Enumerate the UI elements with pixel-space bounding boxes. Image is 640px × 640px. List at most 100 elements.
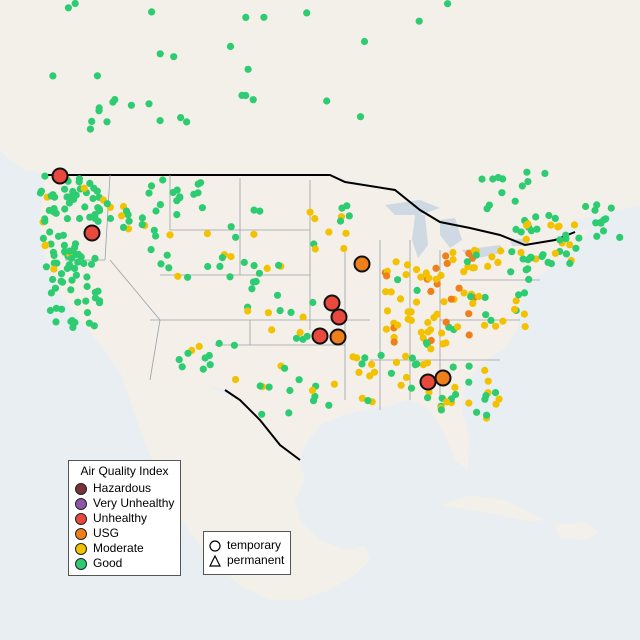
monitor-marker bbox=[175, 356, 183, 364]
monitor-marker bbox=[69, 323, 77, 331]
monitor-marker bbox=[394, 276, 402, 284]
monitor-marker bbox=[265, 383, 273, 391]
monitor-marker bbox=[95, 299, 104, 307]
monitor-marker bbox=[118, 212, 126, 220]
monitor-marker bbox=[338, 204, 346, 212]
monitor-marker bbox=[404, 308, 412, 316]
monitor-marker bbox=[508, 248, 516, 256]
monitor-marker bbox=[521, 323, 529, 331]
temporary-monitor-marker bbox=[419, 373, 437, 391]
legend-label-usg: USG bbox=[93, 526, 120, 540]
cuba-landmass bbox=[440, 495, 545, 522]
legend-swatch-unhealthy bbox=[75, 512, 87, 525]
monitor-marker bbox=[402, 373, 411, 381]
monitor-marker bbox=[417, 273, 425, 281]
monitor-marker bbox=[532, 213, 540, 221]
monitor-marker bbox=[607, 204, 615, 212]
monitor-marker bbox=[206, 361, 214, 369]
monitor-marker bbox=[484, 262, 492, 270]
monitor-marker bbox=[156, 50, 164, 58]
monitor-marker bbox=[556, 236, 564, 244]
monitor-marker bbox=[287, 308, 295, 316]
monitor-marker bbox=[422, 269, 430, 277]
monitor-marker bbox=[255, 269, 263, 277]
monitor-marker bbox=[570, 221, 579, 229]
monitor-marker bbox=[286, 386, 294, 395]
monitor-marker bbox=[106, 214, 115, 223]
monitor-marker bbox=[562, 250, 571, 258]
monitor-marker bbox=[157, 260, 165, 268]
legend-swatch-usg bbox=[75, 527, 87, 540]
monitor-marker bbox=[152, 207, 160, 215]
monitor-marker bbox=[473, 408, 481, 416]
monitor-marker bbox=[195, 342, 203, 350]
monitor-marker bbox=[512, 225, 520, 233]
monitor-marker bbox=[616, 233, 624, 241]
monitor-marker bbox=[82, 297, 90, 305]
monitor-marker bbox=[390, 338, 398, 346]
monitor-marker bbox=[263, 264, 271, 272]
state-lines bbox=[65, 174, 540, 410]
monitor-marker bbox=[482, 311, 490, 319]
monitor-marker bbox=[336, 217, 345, 225]
monitor-marker bbox=[494, 173, 502, 182]
monitor-marker bbox=[244, 307, 252, 315]
monitor-marker bbox=[387, 369, 395, 377]
monitor-marker bbox=[356, 113, 365, 121]
monitor-marker bbox=[525, 275, 533, 283]
monitor-marker bbox=[382, 288, 390, 296]
monitor-marker bbox=[402, 352, 410, 360]
monitor-marker bbox=[249, 278, 257, 286]
monitor-marker bbox=[311, 215, 319, 223]
legend-item-good: Good bbox=[75, 556, 174, 571]
monitor-marker bbox=[64, 4, 72, 12]
canada-landmass bbox=[0, 0, 640, 245]
monitor-marker bbox=[170, 53, 178, 61]
monitor-marker bbox=[444, 0, 452, 8]
monitor-marker bbox=[412, 266, 421, 274]
monitor-marker bbox=[415, 17, 423, 25]
monitor-marker bbox=[470, 264, 478, 272]
legend-swatch-moderate bbox=[75, 542, 87, 555]
monitor-marker bbox=[452, 390, 460, 399]
monitor-marker bbox=[54, 232, 63, 240]
monitor-marker bbox=[275, 261, 283, 269]
monitor-marker bbox=[176, 194, 184, 202]
monitor-marker bbox=[216, 262, 224, 270]
monitor-marker bbox=[520, 310, 529, 318]
monitor-marker bbox=[299, 313, 307, 321]
monitor-marker bbox=[463, 258, 471, 266]
us-national-border bbox=[45, 174, 576, 461]
monitor-marker bbox=[264, 309, 272, 317]
monitor-marker bbox=[449, 363, 457, 371]
monitor-marker bbox=[173, 211, 181, 219]
monitor-marker bbox=[478, 175, 486, 183]
monitor-marker bbox=[81, 203, 89, 211]
monitor-marker bbox=[499, 317, 507, 325]
monitor-marker bbox=[292, 334, 301, 342]
monitor-marker bbox=[527, 254, 535, 262]
monitor-marker bbox=[83, 282, 91, 291]
monitor-marker bbox=[303, 332, 311, 340]
monitor-marker bbox=[600, 216, 608, 224]
monitor-marker bbox=[483, 411, 491, 419]
monitor-marker bbox=[194, 189, 202, 197]
monitor-marker bbox=[541, 169, 549, 177]
monitor-marker bbox=[276, 307, 284, 315]
monitor-marker bbox=[75, 178, 83, 186]
monitor-marker bbox=[242, 13, 250, 21]
monitor-type-legend: temporary permanent bbox=[203, 531, 291, 575]
monitor-marker bbox=[199, 365, 207, 373]
monitor-marker bbox=[250, 230, 258, 238]
legend-swatch-hazardous bbox=[75, 482, 87, 495]
monitor-marker bbox=[510, 305, 519, 313]
monitor-marker bbox=[268, 326, 276, 334]
monitor-marker bbox=[517, 248, 525, 257]
monitor-marker bbox=[423, 359, 432, 367]
monitor-marker bbox=[46, 228, 54, 236]
monitor-marker bbox=[402, 271, 410, 279]
monitor-marker bbox=[325, 401, 333, 409]
monitor-marker bbox=[408, 354, 416, 362]
hispaniola-landmass bbox=[555, 522, 600, 540]
legend-label-moderate: Moderate bbox=[93, 541, 144, 555]
